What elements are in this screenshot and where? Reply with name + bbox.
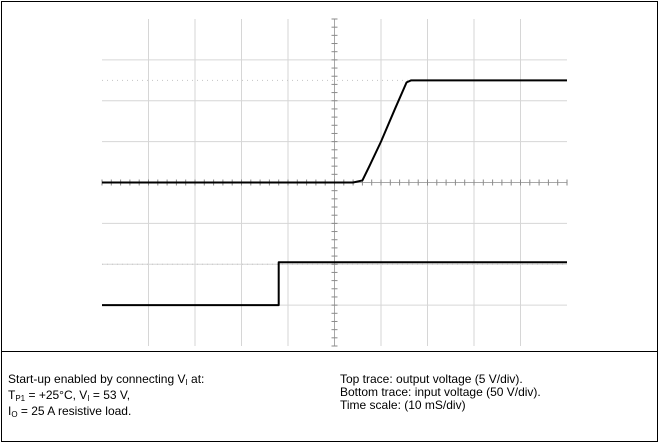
caption-divider — [1, 351, 658, 352]
traces — [102, 79, 567, 307]
caption-time-scale: Time scale: (10 mS/div) — [340, 398, 466, 412]
caption-conditions-line1: Start-up enabled by connecting VI at: — [8, 372, 205, 388]
caption-bottom-trace: Bottom trace: input voltage (50 V/div). — [340, 385, 541, 399]
caption-conditions: Start-up enabled by connecting VI at: TP… — [8, 373, 204, 421]
caption-conditions-line2: TP1 = +25°C, VI = 53 V, — [8, 388, 131, 404]
trace-input-voltage — [102, 261, 567, 307]
caption-conditions-line3: IO = 25 A resistive load. — [8, 404, 132, 420]
trace-output-voltage — [102, 79, 567, 184]
caption-top-trace: Top trace: output voltage (5 V/div). — [340, 372, 523, 386]
caption-traces: Top trace: output voltage (5 V/div). Bot… — [340, 373, 541, 412]
